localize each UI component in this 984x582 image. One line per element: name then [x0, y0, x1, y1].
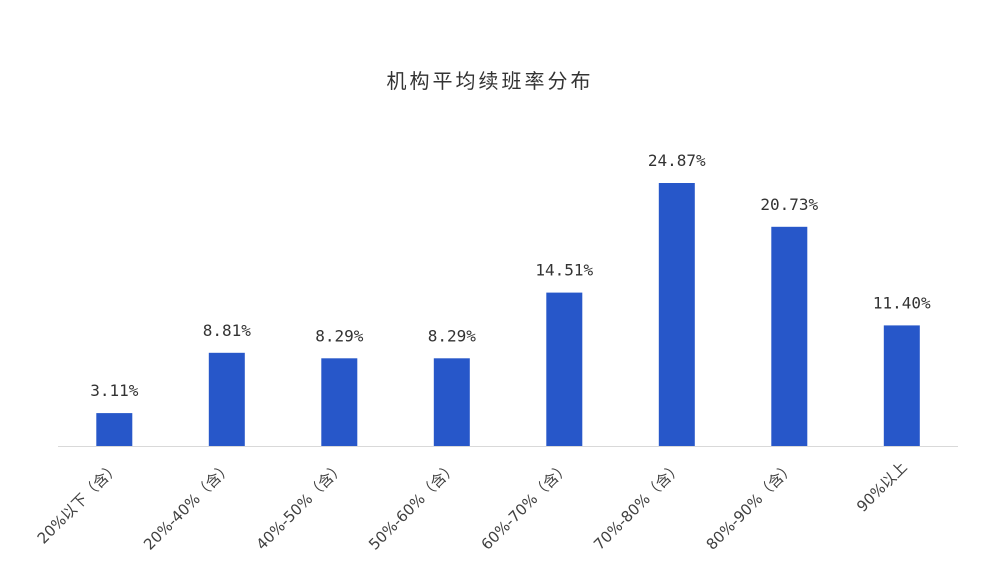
- data-label-1: 3.11%: [90, 381, 139, 400]
- x-tick-label-2: 20%-40%（含）: [140, 458, 236, 554]
- bar-3: [321, 358, 358, 446]
- bar-6: [658, 183, 695, 446]
- bars-group: [96, 183, 920, 446]
- data-label-4: 8.29%: [428, 326, 477, 345]
- x-tick-label-4: 50%-60%（含）: [365, 458, 461, 554]
- bar-2: [208, 352, 245, 446]
- x-tick-label-3: 40%-50%（含）: [253, 458, 349, 554]
- bar-4: [433, 358, 470, 446]
- data-label-2: 8.81%: [203, 321, 252, 340]
- data-labels-group: 3.11% 8.81% 8.29% 8.29% 14.51% 24.87% 20.73% 11…: [90, 151, 931, 400]
- bar-1: [96, 413, 133, 446]
- x-tick-label-1: 20%以下（含）: [34, 458, 123, 547]
- chart-title: 机构平均续班率分布: [387, 69, 594, 93]
- data-label-5: 14.51%: [535, 261, 593, 280]
- data-label-7: 20.73%: [760, 195, 818, 214]
- x-tick-label-5: 60%-70%（含）: [478, 458, 574, 554]
- bar-5: [546, 292, 583, 446]
- tick-labels-group: 20%以下（含） 20%-40%（含） 40%-50%（含） 50%-60%（含） 60…: [34, 458, 911, 554]
- data-label-8: 11.40%: [873, 293, 931, 312]
- bar-8: [883, 325, 920, 446]
- x-tick-label-7: 80%-90%（含）: [703, 458, 799, 554]
- data-label-3: 8.29%: [315, 326, 364, 345]
- bar-7: [771, 226, 808, 446]
- x-tick-label-6: 70%-80%（含）: [590, 458, 686, 554]
- data-label-6: 24.87%: [648, 151, 706, 170]
- x-tick-label-8: 90%以上: [853, 458, 911, 516]
